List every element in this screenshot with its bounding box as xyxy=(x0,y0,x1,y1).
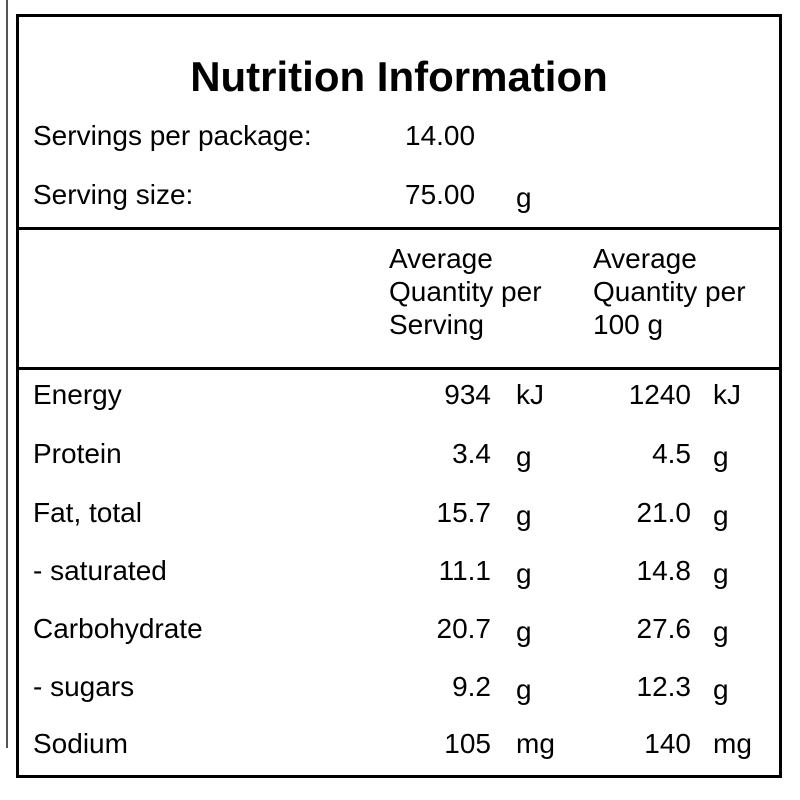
serving-size-label: Serving size: xyxy=(33,179,194,210)
per-100g-value: 14.8 xyxy=(636,555,692,586)
column-header-line: Average xyxy=(593,243,697,274)
per-serving-unit: g xyxy=(516,558,532,589)
column-header-line: 100 g xyxy=(593,309,664,340)
per-100g-value: 12.3 xyxy=(636,671,692,702)
serving-size-unit: g xyxy=(516,182,532,213)
nutrient-name: Sodium xyxy=(33,728,128,759)
per-100g-unit: kJ xyxy=(713,379,741,410)
nutrient-name: Energy xyxy=(33,379,122,410)
per-serving-value: 3.4 xyxy=(452,438,491,469)
per-100g-unit: g xyxy=(713,674,729,705)
panel-title: Nutrition Information xyxy=(190,53,608,100)
per-serving-unit: kJ xyxy=(516,379,544,410)
servings-value: 14.00 xyxy=(405,120,476,151)
per-serving-value: 11.1 xyxy=(438,555,491,586)
per-serving-value: 934 xyxy=(444,379,491,410)
header-divider xyxy=(19,227,779,230)
per-serving-unit: g xyxy=(516,674,532,705)
column-header-line: Average xyxy=(389,243,493,274)
per-100g-value: 1240 xyxy=(628,379,691,410)
per-serving-value: 105 xyxy=(444,728,491,759)
servings-label: Servings per package: xyxy=(33,120,312,151)
left-edge-line xyxy=(6,0,8,748)
per-100g-value: 140 xyxy=(644,728,691,759)
per-serving-value: 20.7 xyxy=(436,613,492,644)
column-header-line: Serving xyxy=(389,309,484,340)
nutrient-name: Fat, total xyxy=(33,497,142,528)
per-100g-value: 21.0 xyxy=(636,497,692,528)
per-100g-value: 27.6 xyxy=(636,613,692,644)
table-divider xyxy=(19,367,779,370)
column-header-line: Quantity per xyxy=(593,276,746,307)
nutrient-name: Carbohydrate xyxy=(33,613,203,644)
per-100g-unit: g xyxy=(713,441,729,472)
per-serving-unit: mg xyxy=(516,728,555,759)
nutrient-name: - saturated xyxy=(33,555,167,586)
column-header-line: Quantity per xyxy=(389,276,542,307)
per-serving-value: 15.7 xyxy=(436,497,492,528)
per-100g-unit: g xyxy=(713,616,729,647)
per-100g-unit: g xyxy=(713,500,729,531)
per-100g-unit: g xyxy=(713,558,729,589)
per-serving-value: 9.2 xyxy=(452,671,491,702)
per-100g-unit: mg xyxy=(713,728,752,759)
serving-size-value: 75.00 xyxy=(405,179,476,210)
nutrition-panel: Nutrition Information Servings per packa… xyxy=(16,14,782,778)
per-serving-unit: g xyxy=(516,500,532,531)
per-100g-value: 4.5 xyxy=(652,438,691,469)
nutrient-name: Protein xyxy=(33,438,122,469)
per-serving-unit: g xyxy=(516,616,532,647)
per-serving-unit: g xyxy=(516,441,532,472)
nutrient-name: - sugars xyxy=(33,671,135,702)
